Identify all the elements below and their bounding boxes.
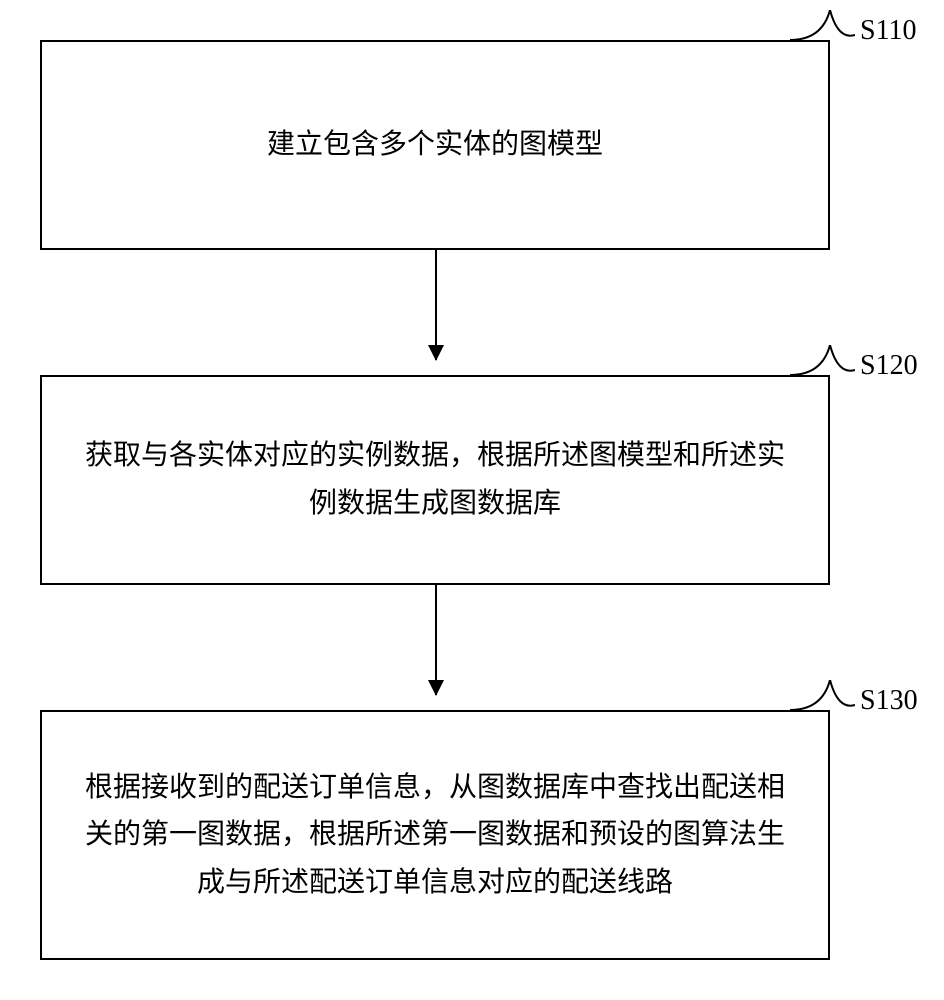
label-s110: S110 <box>860 15 917 47</box>
callout-s110 <box>790 10 855 50</box>
label-s130: S130 <box>860 685 918 717</box>
arrow-s110-s120 <box>435 250 437 360</box>
node-text-s120: 获取与各实体对应的实例数据，根据所述图模型和所述实例数据生成图数据库 <box>72 432 798 527</box>
flowchart-node-s130: 根据接收到的配送订单信息，从图数据库中查找出配送相关的第一图数据，根据所述第一图… <box>40 710 830 960</box>
label-s120: S120 <box>860 350 918 382</box>
flowchart-node-s120: 获取与各实体对应的实例数据，根据所述图模型和所述实例数据生成图数据库 <box>40 375 830 585</box>
flowchart-node-s110: 建立包含多个实体的图模型 <box>40 40 830 250</box>
arrow-s120-s130 <box>435 585 437 695</box>
node-text-s110: 建立包含多个实体的图模型 <box>267 121 603 169</box>
callout-s120 <box>790 345 855 385</box>
callout-s130 <box>790 680 855 720</box>
node-text-s130: 根据接收到的配送订单信息，从图数据库中查找出配送相关的第一图数据，根据所述第一图… <box>72 764 798 907</box>
flowchart-container: 建立包含多个实体的图模型 S110 获取与各实体对应的实例数据，根据所述图模型和… <box>0 0 944 1000</box>
